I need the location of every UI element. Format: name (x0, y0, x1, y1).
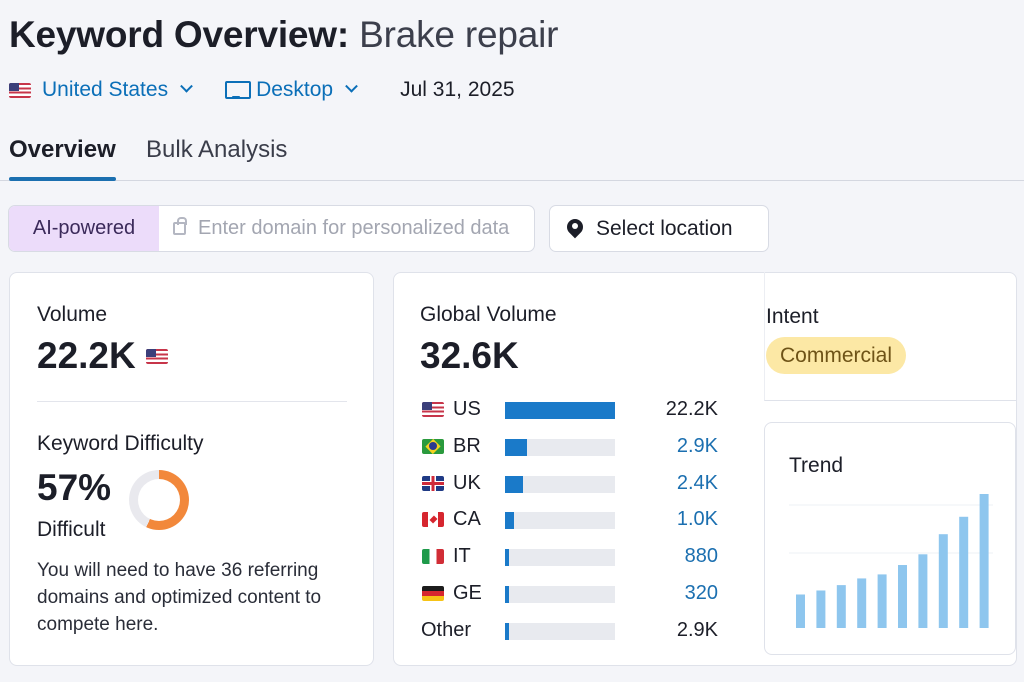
trend-bar[interactable] (938, 534, 948, 628)
country-volume-bar-track (505, 549, 615, 567)
country-dropdown[interactable]: United States (9, 78, 193, 102)
country-code: UK (453, 471, 481, 494)
global-volume-label: Global Volume (420, 303, 557, 326)
br-flag-icon (422, 438, 444, 454)
country-volume-bar-track (505, 475, 615, 493)
select-location-button[interactable]: Select location (549, 205, 769, 252)
country-row-br: BR 2.9K (394, 434, 994, 460)
country-volume-bar (505, 438, 527, 456)
trend-bar[interactable] (918, 554, 928, 628)
country-volume-value[interactable]: 1.0K (676, 508, 718, 531)
ge-flag-icon (422, 586, 444, 601)
keyword-difficulty-value: 57% (37, 467, 112, 508)
country-row-it: IT 880 (394, 545, 994, 570)
ai-powered-badge: AI-powered (9, 206, 159, 251)
domain-input-wrapper (159, 206, 534, 251)
chevron-down-icon (345, 79, 358, 93)
country-volume-bar-track (505, 586, 615, 603)
country-code: IT (453, 545, 471, 568)
country-code: US (453, 398, 481, 420)
country-row-other: Other 2.9K (394, 618, 994, 644)
country-row-ge: GE 320 (394, 582, 994, 607)
trend-bar[interactable] (816, 590, 826, 628)
country-volume-bar-track (505, 402, 615, 419)
difficulty-description: You will need to have 36 referring domai… (37, 560, 322, 635)
page-title-prefix: Keyword Overview: (9, 14, 350, 55)
domain-input[interactable] (198, 217, 528, 240)
difficulty-donut-chart (129, 470, 189, 530)
country-code: CA (453, 508, 481, 531)
tab-bulk-analysis[interactable]: Bulk Analysis (146, 136, 288, 163)
us-flag-icon (422, 402, 444, 417)
difficulty-level: Difficult (37, 518, 106, 541)
country-volume-bar (505, 512, 514, 530)
intent-section (764, 272, 1017, 401)
report-date: Jul 31, 2025 (400, 78, 515, 101)
country-volume-bar (505, 586, 509, 603)
country-volume-bar-track (505, 438, 615, 456)
trend-bar[interactable] (796, 594, 805, 629)
filter-bar: United States Desktop Jul 31, 2025 (9, 76, 515, 104)
ai-domain-search: AI-powered (8, 205, 535, 252)
intent-label: Intent (766, 305, 819, 328)
lock-icon (173, 217, 187, 235)
tab-bar: Overview Bulk Analysis (0, 126, 1024, 181)
trend-bar[interactable] (877, 574, 887, 628)
keyword-difficulty-label: Keyword Difficulty (37, 432, 204, 455)
country-code: Other (421, 618, 472, 641)
country-volume-value[interactable]: 320 (684, 582, 718, 604)
us-flag-icon (9, 82, 31, 98)
country-volume-value[interactable]: 2.9K (676, 434, 718, 457)
volume-difficulty-card: Volume 22.2K Keyword Difficulty 57% Diff… (9, 272, 374, 666)
page-title: Keyword Overview: Brake repair (9, 14, 558, 56)
location-pin-icon (566, 219, 584, 239)
trend-bar[interactable] (857, 578, 867, 628)
chevron-down-icon (180, 79, 193, 93)
uk-flag-icon (422, 475, 444, 491)
country-volume-bar (505, 402, 615, 419)
country-volume-bar-track (505, 622, 615, 640)
divider (37, 401, 347, 402)
volume-value: 22.2K (37, 335, 136, 376)
page-title-keyword: Brake repair (359, 14, 559, 55)
volume-row: 22.2K (37, 335, 168, 377)
trend-chart (789, 494, 993, 629)
country-label: United States (42, 78, 169, 101)
country-row-uk: UK 2.4K (394, 471, 994, 497)
country-volume-bar (505, 475, 523, 493)
us-flag-icon (145, 348, 168, 364)
tab-overview[interactable]: Overview (9, 136, 116, 181)
country-code: GE (453, 582, 482, 604)
country-volume-bar (505, 622, 509, 640)
country-code: BR (453, 434, 481, 457)
country-row-ca: CA 1.0K (394, 508, 994, 533)
trend-bar[interactable] (959, 516, 969, 628)
volume-label: Volume (37, 303, 108, 326)
it-flag-icon (422, 549, 444, 565)
ca-flag-icon (422, 512, 444, 528)
country-row-us: US 22.2K (394, 398, 994, 423)
trend-card: Trend (764, 422, 1016, 655)
country-volume-value[interactable]: 880 (684, 545, 718, 568)
country-volume-value: 2.9K (676, 618, 718, 641)
country-volume-value[interactable]: 2.4K (676, 471, 718, 494)
global-volume-value: 32.6K (420, 335, 519, 376)
select-location-label: Select location (596, 216, 733, 240)
trend-bar[interactable] (836, 585, 846, 628)
trend-bar[interactable] (979, 494, 989, 628)
trend-bar[interactable] (898, 565, 907, 628)
intent-badge: Commercial (766, 337, 907, 374)
device-dropdown[interactable]: Desktop (225, 78, 358, 102)
desktop-icon (225, 81, 252, 99)
device-label: Desktop (256, 78, 334, 101)
country-volume-bar (505, 549, 510, 567)
country-volume-value: 22.2K (665, 398, 718, 420)
country-volume-bar-track (505, 512, 615, 530)
trend-label: Trend (789, 454, 844, 477)
